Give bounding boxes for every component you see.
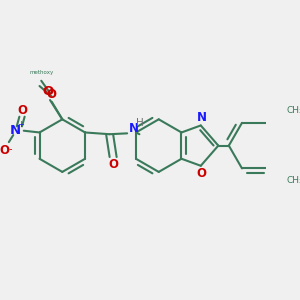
Text: CH₃: CH₃ — [287, 176, 300, 185]
Text: CH₃: CH₃ — [287, 106, 300, 115]
Text: -: - — [9, 144, 12, 154]
Text: O: O — [108, 158, 118, 170]
Text: H: H — [136, 118, 144, 128]
Text: O: O — [197, 167, 207, 180]
Text: N: N — [9, 124, 20, 137]
Text: methoxy: methoxy — [29, 70, 53, 75]
Text: O: O — [46, 88, 56, 101]
Text: O: O — [0, 144, 10, 158]
Text: O: O — [43, 85, 54, 98]
Text: N: N — [197, 111, 207, 124]
Text: O: O — [17, 104, 27, 117]
Text: N: N — [129, 122, 139, 136]
Text: +: + — [17, 120, 24, 129]
